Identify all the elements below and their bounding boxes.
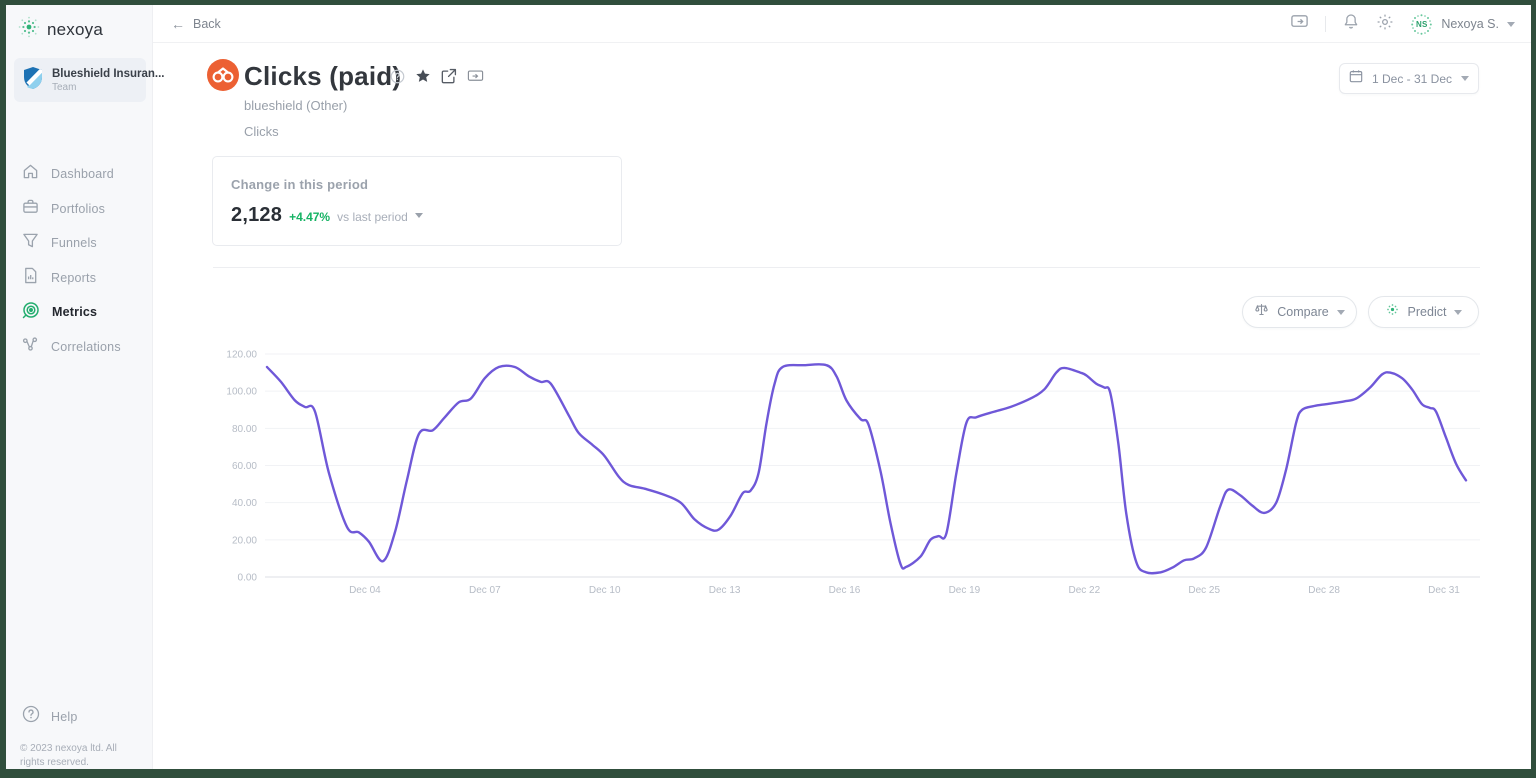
team-type: Team [52,81,77,93]
copyright-text: © 2023 nexoya ltd. All rights reserved. [20,743,117,768]
change-card-label: Change in this period [231,177,369,192]
x-axis-tick-label: Dec 10 [589,585,621,596]
chevron-down-icon [1454,309,1463,315]
top-bar: ← Back [153,5,1531,43]
sidebar-nav: Dashboard Portfolios Funnels Reports [6,157,152,364]
nexoya-logo[interactable]: nexoya [18,16,103,43]
y-axis-tick-label: 80.00 [232,424,257,435]
sidebar-item-funnels[interactable]: Funnels [6,226,152,261]
x-axis-tick-label: Dec 25 [1188,585,1220,596]
sidebar-item-correlations[interactable]: Correlations [6,330,152,365]
sidebar-item-metrics[interactable]: Metrics [6,295,152,330]
date-range-picker[interactable]: 1 Dec - 31 Dec [1339,63,1479,94]
section-divider [213,267,1480,268]
help-label: Help [51,709,78,724]
y-axis-tick-label: 120.00 [226,350,257,361]
nexoya-logo-text: nexoya [47,19,104,39]
help-icon [22,705,40,728]
monitor-share-icon[interactable] [467,69,484,89]
metric-line-chart[interactable]: 0.00 20.00 40.00 60.00 80.00 100.00 120.00 Dec… [200,330,1490,600]
predict-label: Predict [1407,305,1447,319]
top-bar-actions: NS Nexoya S. [1290,5,1515,43]
x-axis-tick-label: Dec 16 [829,585,861,596]
y-axis-tick-label: 20.00 [232,535,257,546]
date-range-label: 1 Dec - 31 Dec [1371,71,1453,86]
sidebar-item-label: Correlations [51,339,121,354]
x-axis-tick-label: Dec 19 [949,585,981,596]
compare-label: Compare [1277,305,1329,319]
top-bar-divider [1325,16,1327,32]
favorite-star-icon[interactable] [415,68,431,89]
sidebar-item-label: Portfolios [51,201,106,216]
metric-line [265,363,1468,575]
predict-nexoya-icon [1385,302,1400,322]
nexoya-logo-icon [18,16,40,43]
user-menu[interactable]: NS Nexoya S. [1410,12,1515,36]
calendar-icon [1349,69,1363,88]
correlations-icon [22,336,39,358]
help-button[interactable]: Help [22,705,78,728]
sidebar-item-label: Reports [51,270,97,285]
change-value: 2,128 [231,204,283,226]
x-axis-tick-label: Dec 04 [349,585,381,596]
sidebar-item-label: Funnels [51,236,97,251]
funnel-icon [22,232,39,254]
settings-gear-icon[interactable] [1376,13,1394,36]
nexoya-app: nexoya Blueshield Insuran... Team Dashb [6,5,1531,769]
home-icon [22,163,39,185]
sidebar-item-portfolios[interactable]: Portfolios [6,192,152,227]
avatar-initials: NS [1415,19,1428,29]
user-name: Nexoya S. [1441,17,1499,31]
predict-button[interactable]: Predict [1368,296,1479,328]
notifications-bell-icon[interactable] [1342,12,1360,36]
channel-logo-icon [207,59,239,96]
metric-provider: blueshield (Other) [244,98,348,113]
chevron-down-icon [1461,76,1470,81]
external-link-icon[interactable] [441,68,457,89]
team-selector[interactable]: Blueshield Insuran... Team [14,58,164,102]
chart-x-labels: Dec 04 Dec 07 Dec 10 Dec 13 Dec 16 Dec 19 Dec … [349,585,1460,596]
sidebar-item-reports[interactable]: Reports [6,261,152,296]
change-card-row: 2,128 +4.47% vs last period [231,204,423,227]
back-arrow-icon: ← [171,16,185,32]
sidebar: nexoya Blueshield Insuran... Team Dashb [6,5,164,769]
change-card: Change in this period 2,128 +4.47% vs la… [212,156,622,246]
change-delta: +4.47% [289,210,331,224]
y-axis-tick-label: 40.00 [232,498,257,509]
avatar: NS [1410,12,1434,36]
compare-button[interactable]: Compare [1242,296,1357,328]
team-shield-icon [22,66,44,95]
x-axis-tick-label: Dec 31 [1428,585,1460,596]
x-axis-tick-label: Dec 22 [1068,585,1100,596]
y-axis-tick-label: 60.00 [232,461,257,472]
compare-scale-icon [1254,302,1269,322]
help-circle-icon[interactable] [390,69,405,89]
screen-share-icon[interactable] [1290,12,1309,36]
y-axis-tick-label: 100.00 [226,387,257,398]
report-icon [22,267,39,289]
sidebar-item-dashboard[interactable]: Dashboard [6,157,152,192]
metric-type: Clicks [244,124,279,139]
chevron-down-icon [1336,309,1345,315]
back-label: Back [193,17,221,31]
x-axis-tick-label: Dec 07 [469,585,501,596]
change-suffix: vs last period [337,210,408,224]
sidebar-item-label: Dashboard [51,167,114,182]
back-button[interactable]: ← Back [171,5,221,43]
chevron-down-icon[interactable] [414,213,423,218]
x-axis-tick-label: Dec 28 [1308,585,1340,596]
metrics-icon [22,301,40,324]
title-action-icons [390,68,484,89]
sidebar-item-label: Metrics [52,305,98,320]
chart-area: 0.00 20.00 40.00 60.00 80.00 100.00 120.00 Dec… [200,330,1490,600]
chart-y-labels: 0.00 20.00 40.00 60.00 80.00 100.00 120.00 [226,350,257,584]
x-axis-tick-label: Dec 13 [709,585,741,596]
chart-gridlines [265,353,1480,578]
briefcase-icon [22,198,39,220]
chevron-down-icon [1507,21,1515,27]
team-name: Blueshield Insuran... [52,67,165,80]
y-axis-tick-label: 0.00 [238,573,258,584]
page-title: Clicks (paid) [244,61,402,91]
